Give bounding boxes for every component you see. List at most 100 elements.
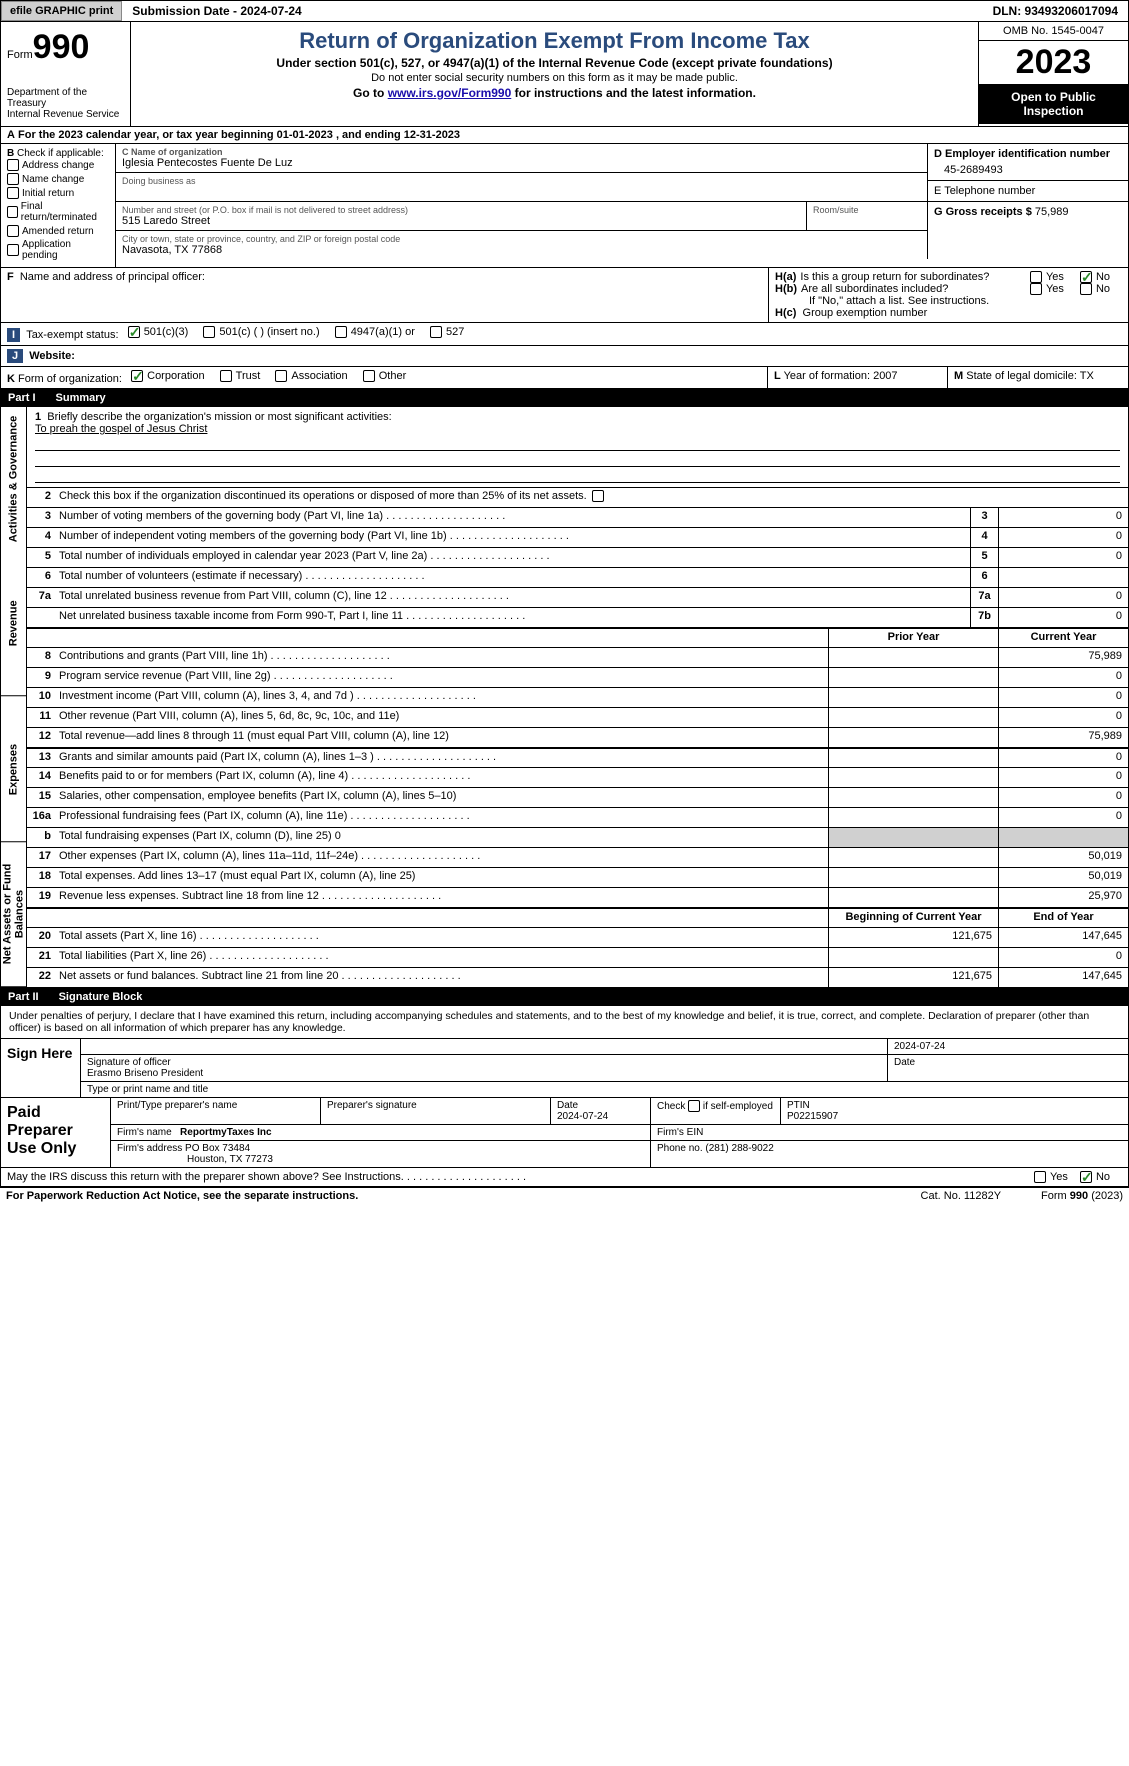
l-cell: L Year of formation: 2007 <box>768 367 948 388</box>
ck-initial-return[interactable] <box>7 187 19 199</box>
row-KLM: K Form of organization: Corporation Trus… <box>1 366 1128 388</box>
r18-c: 50,019 <box>998 868 1128 887</box>
s5-n: 5 <box>27 548 55 567</box>
col-B: B Check if applicable: Address change Na… <box>1 144 116 267</box>
ck-other[interactable] <box>363 370 375 382</box>
b-title: Check if applicable: <box>17 148 104 159</box>
tax-year: 2023 <box>979 41 1128 84</box>
goto-post: for instructions and the latest informat… <box>511 86 756 100</box>
ck-501c[interactable] <box>203 326 215 338</box>
s6-v <box>998 568 1128 587</box>
sig-officer-lbl: Signature of officer <box>87 1057 881 1068</box>
ck-discuss-no[interactable] <box>1080 1171 1092 1183</box>
ck-corp[interactable] <box>131 370 143 382</box>
omb-number: OMB No. 1545-0047 <box>979 22 1128 41</box>
r21-t: Total liabilities (Part X, line 26) <box>55 948 828 967</box>
k-o3: Association <box>291 370 347 382</box>
s5-v: 0 <box>998 548 1128 567</box>
prep-h1: Print/Type preparer's name <box>111 1098 321 1124</box>
s7b-n <box>27 608 55 627</box>
i-o2: 501(c) ( ) (insert no.) <box>219 326 319 338</box>
ein-value: 45-2689493 <box>934 164 1122 176</box>
hdr-boy: Beginning of Current Year <box>828 909 998 927</box>
part1-ttl: Summary <box>56 392 106 404</box>
r9-n: 9 <box>27 668 55 687</box>
r9-p <box>828 668 998 687</box>
s1-t: Briefly describe the organization's miss… <box>47 411 391 423</box>
ck-hb-no[interactable] <box>1080 283 1092 295</box>
ck-ha-yes[interactable] <box>1030 271 1042 283</box>
phone-lbl: Phone no. <box>657 1143 703 1154</box>
s7b-box: 7b <box>970 608 998 627</box>
gross-receipts: 75,989 <box>1035 206 1069 218</box>
ck-address-change[interactable] <box>7 159 19 171</box>
h-cell: H(a) Is this a group return for subordin… <box>768 268 1128 322</box>
ck-amended[interactable] <box>7 225 19 237</box>
row-FH: F Name and address of principal officer:… <box>1 267 1128 322</box>
r17-t: Other expenses (Part IX, column (A), lin… <box>55 848 828 867</box>
f-lbl: Name and address of principal officer: <box>20 271 205 283</box>
ck-hb-yes[interactable] <box>1030 283 1042 295</box>
ck-self-employed[interactable] <box>688 1100 700 1112</box>
dept-treasury: Department of the Treasury <box>7 87 124 109</box>
street-lbl: Number and street (or P.O. box if mail i… <box>122 205 800 215</box>
r22-c: 147,645 <box>998 968 1128 987</box>
r15-p <box>828 788 998 807</box>
efile-print-button[interactable]: efile GRAPHIC print <box>1 1 122 21</box>
ck-assoc[interactable] <box>275 370 287 382</box>
r20-c: 147,645 <box>998 928 1128 947</box>
addr-lbl: Firm's address <box>117 1143 182 1154</box>
r8-c: 75,989 <box>998 648 1128 667</box>
r10-t: Investment income (Part VIII, column (A)… <box>55 688 828 707</box>
r14-n: 14 <box>27 768 55 787</box>
ck-ha-no[interactable] <box>1080 271 1092 283</box>
ck-discontinued[interactable] <box>592 490 604 502</box>
r19-p <box>828 888 998 907</box>
s4-box: 4 <box>970 528 998 547</box>
r17-n: 17 <box>27 848 55 867</box>
header-goto: Go to www.irs.gov/Form990 for instructio… <box>141 86 968 100</box>
dln: DLN: 93493206017094 <box>983 1 1128 21</box>
ck-final-return[interactable] <box>7 206 18 218</box>
ck-4947[interactable] <box>335 326 347 338</box>
s5-box: 5 <box>970 548 998 567</box>
f-cell: F Name and address of principal officer: <box>1 268 768 322</box>
row-J: J Website: <box>1 346 1128 366</box>
k-lbl: Form of organization: <box>18 373 122 385</box>
ck-discuss-yes[interactable] <box>1034 1171 1046 1183</box>
yes-lbl2: Yes <box>1046 283 1064 295</box>
summary-body: 1 Briefly describe the organization's mi… <box>27 407 1128 987</box>
officer-name: Erasmo Briseno President <box>87 1068 881 1079</box>
c-room-cell: Room/suite <box>807 202 927 231</box>
discuss-text: May the IRS discuss this return with the… <box>7 1171 1034 1183</box>
line-1: 1 Briefly describe the organization's mi… <box>27 407 1128 487</box>
header-right: OMB No. 1545-0047 2023 Open to Public In… <box>978 22 1128 126</box>
ck-app-pending[interactable] <box>7 244 19 256</box>
irs-label: Internal Revenue Service <box>7 109 124 120</box>
side-gov: Activities & Governance <box>1 407 26 551</box>
ha-text: Is this a group return for subordinates? <box>800 271 1026 283</box>
ck-name-change[interactable] <box>7 173 19 185</box>
e-lbl: E Telephone number <box>934 185 1122 197</box>
r21-c: 0 <box>998 948 1128 967</box>
r13-n: 13 <box>27 749 55 767</box>
s7b-v: 0 <box>998 608 1128 627</box>
addr2: Houston, TX 77273 <box>117 1154 273 1165</box>
discuss-yes: Yes <box>1050 1171 1068 1183</box>
b-item-0: Address change <box>22 160 94 171</box>
ck-501c3[interactable] <box>128 326 140 338</box>
s1-n: 1 <box>35 411 41 423</box>
form-header: Form990 Department of the Treasury Inter… <box>0 22 1129 127</box>
i-o1: 501(c)(3) <box>144 326 189 338</box>
r8-p <box>828 648 998 667</box>
r15-c: 0 <box>998 788 1128 807</box>
row-I: I Tax-exempt status: 501(c)(3) 501(c) ( … <box>1 322 1128 346</box>
dba-lbl: Doing business as <box>122 176 921 186</box>
r18-n: 18 <box>27 868 55 887</box>
no-lbl: No <box>1096 271 1110 283</box>
discuss-no: No <box>1096 1171 1110 1183</box>
hc-text: Group exemption number <box>803 307 928 319</box>
irs-link[interactable]: www.irs.gov/Form990 <box>388 86 512 100</box>
ck-trust[interactable] <box>220 370 232 382</box>
ck-527[interactable] <box>430 326 442 338</box>
